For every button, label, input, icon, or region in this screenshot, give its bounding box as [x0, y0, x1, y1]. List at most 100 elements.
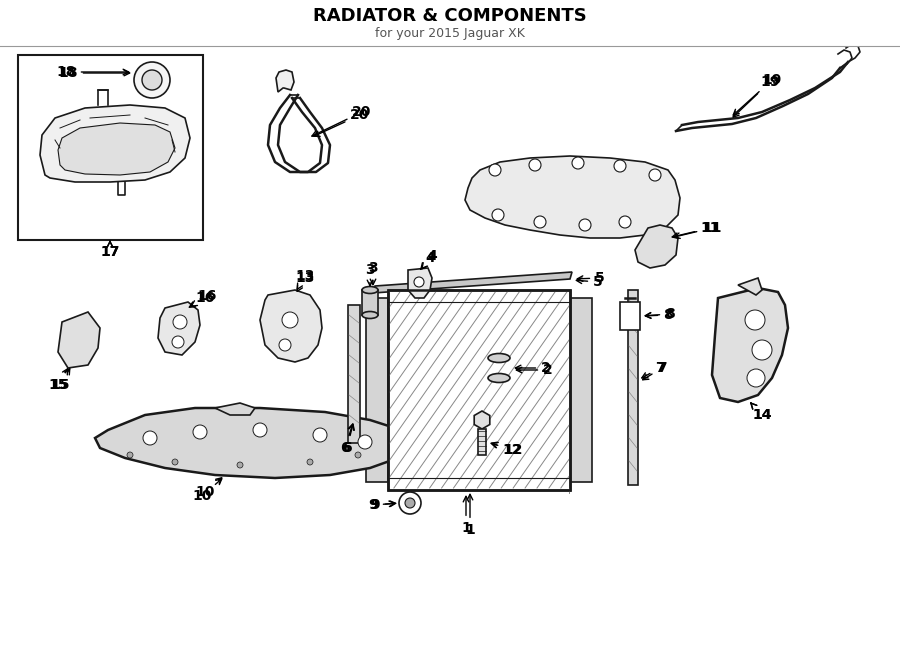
- Polygon shape: [465, 156, 680, 238]
- Bar: [348, 305, 360, 443]
- Text: 5: 5: [577, 271, 605, 285]
- Circle shape: [143, 431, 157, 445]
- Text: 6: 6: [340, 424, 354, 455]
- Text: 10: 10: [195, 478, 221, 499]
- Circle shape: [172, 336, 184, 348]
- Polygon shape: [712, 288, 788, 402]
- Circle shape: [279, 339, 291, 351]
- Text: 9: 9: [370, 498, 395, 512]
- Circle shape: [237, 462, 243, 468]
- Polygon shape: [362, 290, 378, 315]
- Text: 7: 7: [643, 361, 667, 380]
- Ellipse shape: [362, 311, 378, 319]
- Text: 16: 16: [192, 289, 217, 306]
- Circle shape: [142, 70, 162, 90]
- Circle shape: [579, 219, 591, 231]
- Text: 4: 4: [422, 249, 436, 269]
- Text: for your 2015 Jaguar XK: for your 2015 Jaguar XK: [375, 28, 525, 40]
- Text: 15: 15: [50, 369, 70, 392]
- Circle shape: [745, 310, 765, 330]
- Polygon shape: [366, 298, 388, 482]
- Polygon shape: [58, 312, 100, 368]
- Text: 9: 9: [368, 498, 396, 512]
- Polygon shape: [215, 403, 255, 415]
- Circle shape: [173, 315, 187, 329]
- Ellipse shape: [362, 286, 378, 293]
- Text: 17: 17: [100, 241, 120, 259]
- Text: 1: 1: [461, 496, 471, 535]
- Circle shape: [405, 498, 415, 508]
- Polygon shape: [570, 298, 592, 482]
- Circle shape: [355, 452, 361, 458]
- Polygon shape: [478, 429, 486, 455]
- Text: 6: 6: [342, 424, 355, 455]
- Polygon shape: [158, 302, 200, 355]
- Text: 1: 1: [465, 494, 475, 537]
- Circle shape: [127, 452, 133, 458]
- Text: 8: 8: [645, 308, 673, 322]
- Text: 18: 18: [56, 65, 129, 79]
- Circle shape: [619, 216, 631, 228]
- Text: 18: 18: [58, 66, 130, 80]
- Text: 2: 2: [516, 361, 551, 375]
- Circle shape: [747, 369, 765, 387]
- Polygon shape: [474, 411, 490, 429]
- Circle shape: [307, 459, 313, 465]
- Text: 3: 3: [365, 263, 374, 286]
- Polygon shape: [635, 225, 678, 268]
- Text: 16: 16: [189, 291, 215, 307]
- Text: 20: 20: [314, 108, 370, 136]
- Text: 11: 11: [672, 221, 720, 239]
- Text: 7: 7: [642, 361, 665, 378]
- Text: 19: 19: [734, 75, 779, 117]
- Circle shape: [313, 428, 327, 442]
- Text: 20: 20: [312, 105, 372, 136]
- Text: 2: 2: [517, 363, 553, 377]
- Text: 11: 11: [674, 221, 722, 239]
- Circle shape: [492, 209, 504, 221]
- Circle shape: [282, 312, 298, 328]
- Bar: [0, 0, 900, 46]
- Polygon shape: [95, 408, 408, 478]
- Circle shape: [529, 159, 541, 171]
- Text: 17: 17: [100, 241, 120, 259]
- Bar: [389, 291, 569, 489]
- Ellipse shape: [488, 373, 510, 383]
- Polygon shape: [408, 268, 432, 298]
- Ellipse shape: [488, 354, 510, 362]
- Circle shape: [489, 164, 501, 176]
- Circle shape: [134, 62, 170, 98]
- Text: 12: 12: [492, 442, 522, 457]
- Circle shape: [193, 425, 207, 439]
- Circle shape: [534, 216, 546, 228]
- Text: 8: 8: [645, 307, 675, 321]
- Bar: [628, 290, 638, 485]
- Bar: [18, 55, 203, 240]
- Polygon shape: [58, 123, 175, 175]
- Text: 14: 14: [751, 403, 772, 422]
- Polygon shape: [738, 278, 762, 295]
- Text: 12: 12: [491, 442, 523, 457]
- Circle shape: [358, 435, 372, 449]
- Polygon shape: [276, 70, 294, 92]
- Text: 15: 15: [49, 369, 68, 392]
- Circle shape: [752, 340, 772, 360]
- Text: 13: 13: [295, 269, 315, 290]
- Text: 4: 4: [420, 251, 435, 270]
- Circle shape: [572, 157, 584, 169]
- Circle shape: [649, 169, 661, 181]
- Bar: [620, 302, 640, 330]
- Bar: [388, 290, 570, 490]
- Polygon shape: [373, 272, 572, 293]
- Polygon shape: [260, 290, 322, 362]
- Bar: [388, 290, 570, 490]
- Circle shape: [172, 459, 178, 465]
- Text: 13: 13: [295, 271, 315, 292]
- Text: 19: 19: [734, 73, 782, 115]
- Text: RADIATOR & COMPONENTS: RADIATOR & COMPONENTS: [313, 7, 587, 25]
- Text: 5: 5: [576, 275, 603, 289]
- Text: 10: 10: [193, 479, 221, 503]
- Circle shape: [614, 160, 626, 172]
- Circle shape: [414, 277, 424, 287]
- Text: 3: 3: [368, 261, 378, 285]
